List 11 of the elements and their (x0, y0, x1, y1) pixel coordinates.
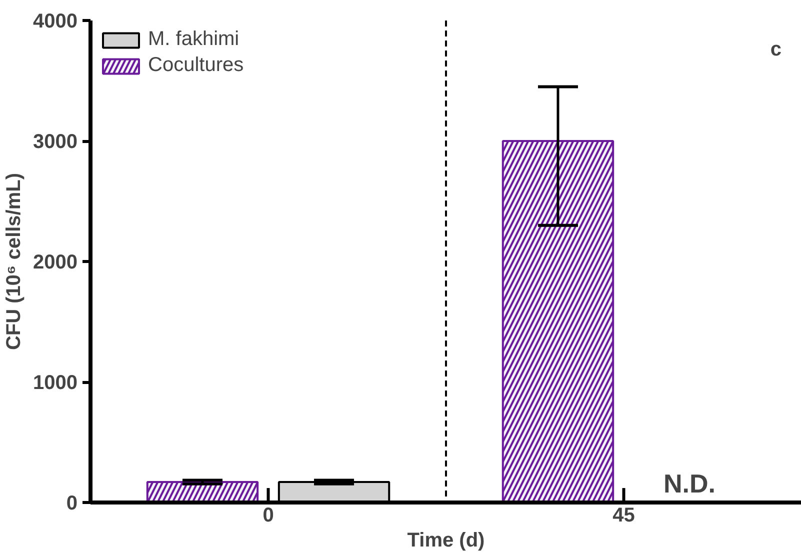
legend-label: M. fakhimi (148, 28, 240, 51)
y-tick-label: 2000 (33, 252, 78, 274)
y-tick-label: 1000 (33, 372, 78, 394)
annotation: c (770, 38, 782, 60)
x-tick-label: 45 (612, 504, 635, 526)
annotation: N.D. (664, 468, 716, 498)
y-tick-label: 4000 (33, 10, 78, 32)
x-axis-title: Time (d) (407, 530, 485, 552)
y-axis-title: CFU (10⁶ cells/mL) (3, 172, 26, 350)
y-tick-label: 3000 (33, 131, 78, 153)
legend-label: Cocultures (148, 54, 244, 77)
